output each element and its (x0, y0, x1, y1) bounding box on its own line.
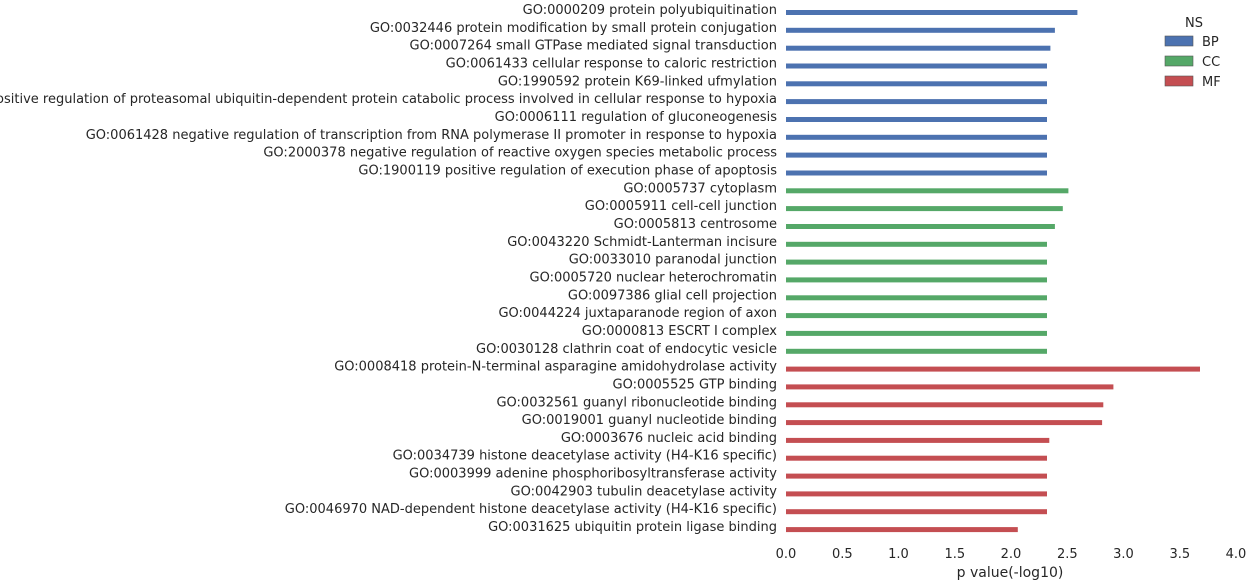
category-label-7: GO:0006111 regulation of gluconeogenesis (495, 110, 778, 125)
category-label-28: GO:0042903 tubulin deacetylase activity (511, 484, 778, 499)
category-label-18: GO:0044224 juxtaparanode region of axon (498, 306, 777, 321)
category-label-27: GO:0003999 adenine phosphoribosyltransfe… (409, 467, 777, 482)
category-label-14: GO:0043220 Schmidt-Lanterman incisure (507, 235, 777, 250)
category-label-23: GO:0032561 guanyl ribonucleotide binding (496, 395, 777, 410)
category-label-17: GO:0097386 glial cell projection (568, 288, 777, 303)
bar-1 (786, 10, 1078, 15)
category-label-8: GO:0061428 negative regulation of transc… (86, 128, 777, 143)
x-tick-label-1: 0.0 (776, 547, 797, 562)
category-label-24: GO:0019001 guanyl nucleotide binding (522, 413, 777, 428)
category-label-13: GO:0005813 centrosome (614, 217, 777, 232)
category-label-6: GO:2000777 positive regulation of protea… (0, 92, 777, 107)
category-label-3: GO:0007264 small GTPase mediated signal … (410, 39, 777, 54)
legend-entries: BP CC MF (1164, 35, 1221, 90)
bar-4 (786, 63, 1047, 69)
category-label-11: GO:0005737 cytoplasm (623, 181, 777, 196)
bar-7 (786, 117, 1047, 122)
bar-6 (786, 99, 1047, 105)
bar-9 (786, 152, 1047, 158)
bar-14 (786, 241, 1047, 247)
x-tick-label-9: 4.0 (1226, 547, 1247, 562)
bar-3 (786, 45, 1051, 51)
category-label-12: GO:0005911 cell-cell junction (585, 199, 777, 214)
category-label-22: GO:0005525 GTP binding (613, 377, 777, 392)
category-label-15: GO:0033010 paranodal junction (569, 253, 777, 268)
category-label-26: GO:0034739 histone deacetylase activity … (393, 449, 777, 464)
bar-24 (786, 420, 1103, 426)
legend-title: NS (1185, 16, 1203, 31)
x-tick-label-8: 3.5 (1169, 547, 1190, 562)
category-label-5: GO:1990592 protein K69-linked ufmylation (498, 74, 777, 89)
category-labels-group: GO:0000209 protein polyubiquitination GO:… (0, 3, 777, 535)
category-label-9: GO:2000378 negative regulation of reacti… (263, 146, 777, 161)
legend-label-mf: MF (1202, 75, 1221, 90)
bar-13 (786, 224, 1055, 229)
bar-21 (786, 366, 1200, 372)
category-label-16: GO:0005720 nuclear heterochromatin (530, 270, 778, 285)
x-axis-label: p value(-log10) (957, 565, 1064, 581)
category-label-2: GO:0032446 protein modification by small… (370, 21, 777, 36)
x-tick-label-7: 3.0 (1113, 547, 1134, 562)
category-label-20: GO:0030128 clathrin coat of endocytic ve… (476, 342, 777, 357)
bar-25 (786, 437, 1050, 443)
bar-28 (786, 491, 1047, 497)
category-label-19: GO:0000813 ESCRT I complex (582, 324, 778, 339)
bar-2 (786, 27, 1055, 33)
bar-10 (786, 170, 1047, 176)
legend-swatch-mf (1164, 75, 1194, 87)
legend-label-bp: BP (1202, 35, 1219, 50)
bar-11 (786, 188, 1069, 194)
bar-27 (786, 473, 1047, 479)
bar-12 (786, 206, 1063, 212)
x-tick-label-5: 2.0 (1001, 547, 1022, 562)
bar-26 (786, 455, 1047, 461)
bar-18 (786, 313, 1047, 319)
bar-8 (786, 134, 1047, 140)
x-tick-label-4: 1.5 (944, 547, 965, 562)
bars-group (786, 10, 1200, 533)
bar-22 (786, 384, 1114, 390)
bar-16 (786, 277, 1047, 283)
x-tick-label-6: 2.5 (1057, 547, 1078, 562)
legend-swatch-bp (1164, 35, 1194, 47)
category-label-25: GO:0003676 nucleic acid binding (561, 431, 777, 446)
legend: NS BP CC MF (1164, 16, 1221, 90)
bar-30 (786, 527, 1018, 533)
bar-20 (786, 348, 1047, 354)
bar-23 (786, 402, 1104, 408)
category-label-4: GO:0061433 cellular response to caloric … (446, 57, 777, 72)
bar-15 (786, 259, 1047, 265)
legend-label-cc: CC (1202, 55, 1220, 70)
x-tick-label-2: 0.5 (832, 547, 853, 562)
category-label-29: GO:0046970 NAD-dependent histone deacety… (285, 502, 777, 517)
category-label-21: GO:0008418 protein-N-terminal asparagine… (334, 360, 777, 375)
bar-5 (786, 81, 1047, 87)
category-label-30: GO:0031625 ubiquitin protein ligase bind… (488, 520, 777, 535)
legend-swatch-cc (1164, 55, 1194, 67)
category-label-10: GO:1900119 positive regulation of execut… (358, 164, 777, 179)
bar-19 (786, 330, 1047, 336)
x-tick-labels-group: 0.0 0.5 1.0 1.5 2.0 2.5 3.0 3.5 4.0 (776, 547, 1247, 562)
bar-17 (786, 295, 1047, 301)
x-tick-label-3: 1.0 (888, 547, 909, 562)
bar-29 (786, 509, 1047, 515)
category-label-1: GO:0000209 protein polyubiquitination (523, 3, 777, 18)
